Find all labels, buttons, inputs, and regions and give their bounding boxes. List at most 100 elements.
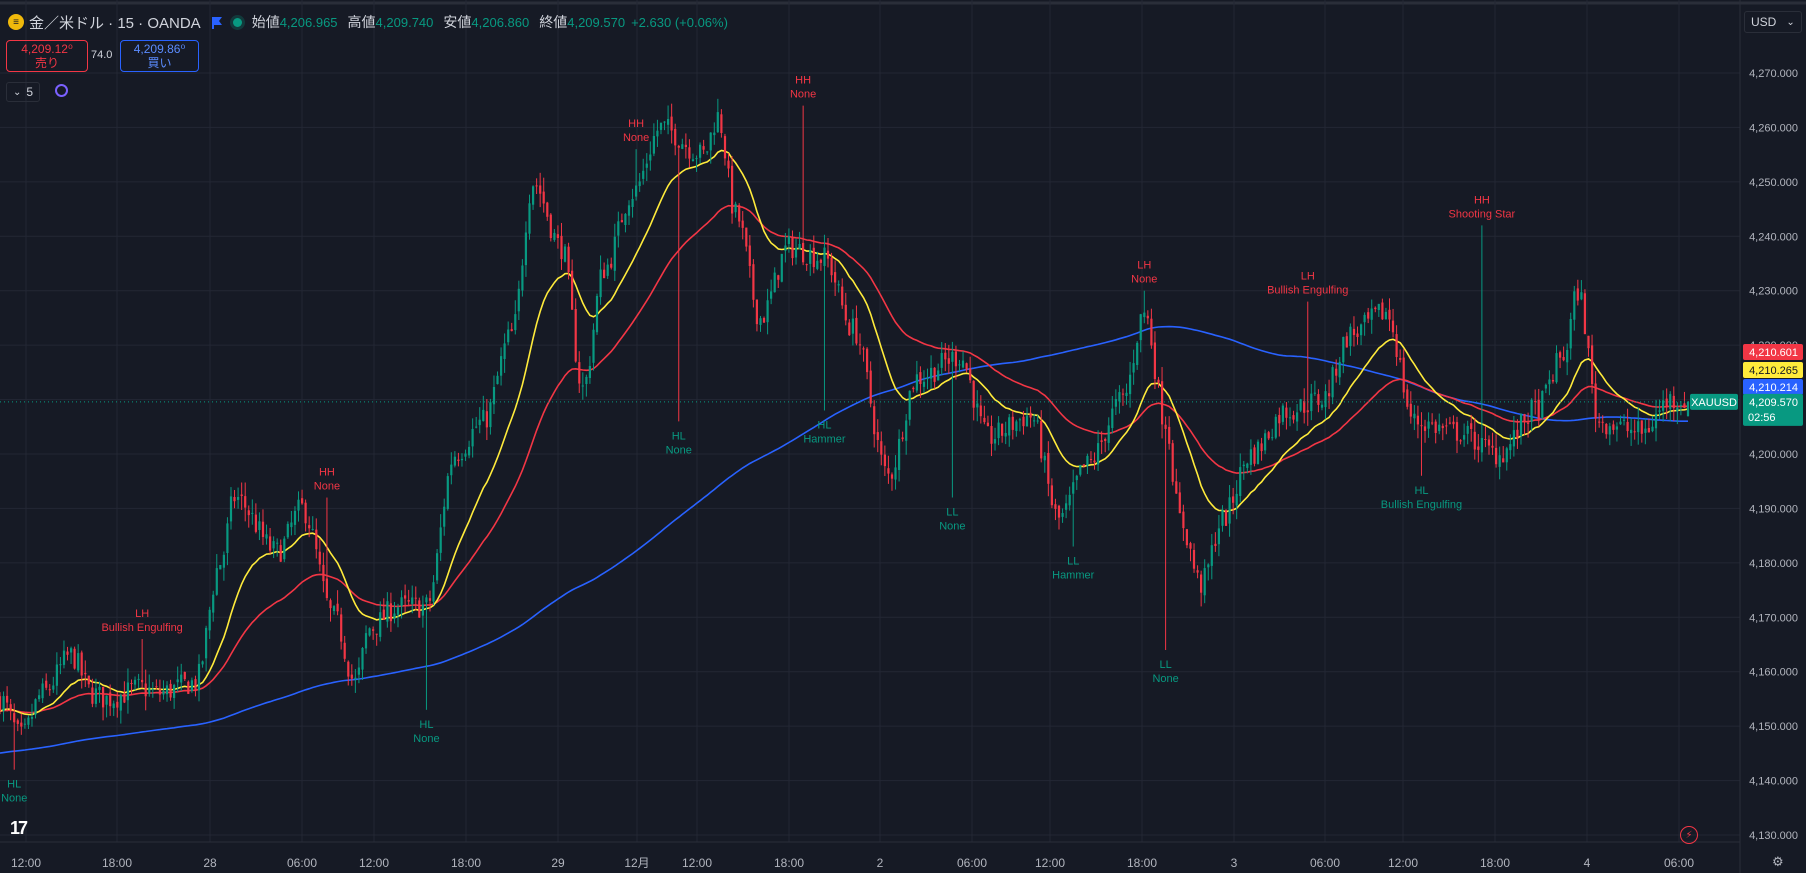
candle-body <box>1040 421 1043 459</box>
candle-body <box>382 609 385 620</box>
candle-body <box>389 603 392 622</box>
candle-body <box>652 136 655 154</box>
candle-body <box>1221 509 1224 526</box>
candle-body <box>631 199 634 207</box>
candle-body <box>706 151 709 153</box>
candle-body <box>1047 453 1050 484</box>
candles[interactable] <box>0 98 1690 770</box>
candle-body <box>489 402 492 428</box>
candle-body <box>1320 404 1324 408</box>
candle-body <box>976 403 979 408</box>
candle-body <box>1068 494 1071 506</box>
swing-kind-label: HL <box>672 430 686 442</box>
candle-body <box>826 250 830 259</box>
candle-body <box>1626 421 1629 432</box>
candle-body <box>414 597 417 599</box>
lightning-icon[interactable]: ⚡ <box>1680 826 1698 844</box>
candle-body <box>1342 336 1345 363</box>
candle-body <box>144 683 147 697</box>
candle-body <box>162 691 165 695</box>
candle-body <box>237 497 240 500</box>
candle-body <box>386 601 389 622</box>
candle-body <box>1306 410 1309 413</box>
buy-button[interactable]: 4,209.86⁰ 買い <box>120 40 199 72</box>
candle-body <box>862 348 865 350</box>
ma-value-tag <box>1743 379 1803 395</box>
candle-body <box>1118 392 1121 402</box>
candle-body <box>1143 312 1146 318</box>
candle-body <box>347 661 350 677</box>
time-axis[interactable]: 12:00 18:00 28 06:00 12:00 18:00 29 12月 12:00 18:… <box>11 856 1694 870</box>
candle-body <box>1196 570 1199 573</box>
candle-body <box>1413 413 1416 419</box>
candle-body <box>1164 424 1167 429</box>
symbol-title[interactable]: 金／米ドル · 15 · OANDA <box>29 14 201 32</box>
candle-body <box>158 689 161 695</box>
candle-body <box>1246 463 1249 468</box>
time-tick-label: 12月 <box>624 856 649 870</box>
candle-body <box>1463 435 1466 440</box>
candle-body <box>1253 447 1256 464</box>
candle-body <box>1178 492 1181 514</box>
candle-body <box>357 667 360 675</box>
candle-body <box>649 154 652 161</box>
candle-body <box>858 344 862 346</box>
sell-button[interactable]: 4,209.12⁰ 売り <box>6 40 88 72</box>
candle-body <box>1637 421 1640 433</box>
gear-icon[interactable]: ⚙ <box>1772 854 1784 869</box>
candle-body <box>404 595 407 599</box>
candle-body <box>1441 425 1444 429</box>
candle-body <box>691 159 695 161</box>
candle-body <box>137 678 140 680</box>
candle-body <box>599 269 602 298</box>
candle-body <box>1089 459 1093 460</box>
candle-body <box>478 419 481 426</box>
candle-body <box>1189 543 1192 549</box>
candle-body <box>1285 407 1288 418</box>
indicators-toggle[interactable]: ⌄ 5 <box>6 82 41 102</box>
candle-body <box>1129 374 1132 395</box>
candle-body <box>1615 426 1618 430</box>
price-axis[interactable]: 4,270.000 4,260.000 4,250.000 4,240.000 4,23… <box>1749 68 1798 842</box>
candle-body <box>297 499 300 511</box>
candle-body <box>1175 481 1178 494</box>
candle-body <box>787 236 790 244</box>
candle-body <box>496 375 499 385</box>
candle-body <box>947 358 950 364</box>
candle-body <box>1495 447 1498 465</box>
candle-body <box>1516 429 1519 439</box>
candle-body <box>667 119 670 125</box>
candle-body <box>1644 428 1647 433</box>
candle-body <box>532 186 535 205</box>
price-tick-label: 4,190.000 <box>1749 503 1798 515</box>
candle-body <box>1018 419 1021 421</box>
candle-body <box>1640 420 1643 434</box>
candle-body <box>233 497 236 502</box>
flag-icon[interactable] <box>211 16 223 29</box>
candle-body <box>773 272 776 293</box>
candle-body <box>677 145 680 148</box>
candle-body <box>1505 448 1508 463</box>
candle-body <box>2 696 5 711</box>
refresh-icon[interactable] <box>55 84 68 97</box>
swing-pattern-label: Bullish Engulfing <box>1381 499 1462 511</box>
candle-body <box>1427 421 1430 429</box>
candle-body <box>332 606 336 611</box>
candle-body <box>1125 392 1128 396</box>
candle-body <box>1203 568 1206 596</box>
swing-pattern-label: Bullish Engulfing <box>101 622 182 634</box>
candle-body <box>1448 422 1451 424</box>
candle-body <box>208 609 211 631</box>
candle-body <box>1662 400 1665 411</box>
candle-body <box>418 600 421 618</box>
candle-body <box>1100 440 1103 442</box>
candle-body <box>180 674 183 683</box>
candle-body <box>1121 393 1125 395</box>
candle-body <box>507 329 510 343</box>
candle-body <box>464 453 467 457</box>
currency-select[interactable]: USD ⌄ <box>1744 11 1802 33</box>
swing-kind-label: LL <box>946 507 958 519</box>
candle-body <box>521 265 524 291</box>
candle-body <box>542 191 545 204</box>
